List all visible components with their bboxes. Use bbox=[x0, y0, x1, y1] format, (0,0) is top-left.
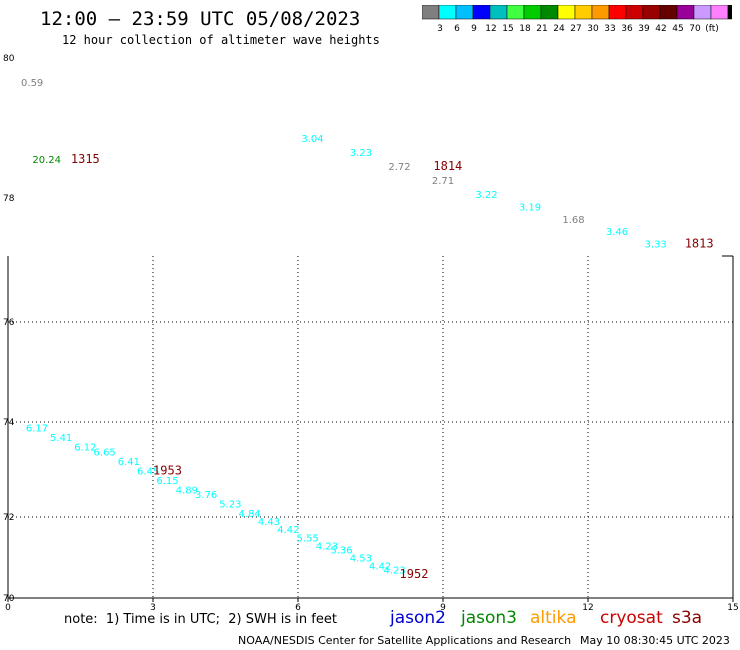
wave-height-label: 5.41 bbox=[50, 433, 72, 444]
x-tick-label: 3 bbox=[150, 603, 156, 610]
wave-height-label: 3.23 bbox=[350, 148, 372, 159]
y-tick-label: 76 bbox=[3, 318, 15, 328]
colorbar-label: 42 bbox=[655, 24, 666, 34]
wave-height-label: 4.84 bbox=[239, 509, 261, 520]
wave-height-label: 4.23 bbox=[316, 541, 338, 552]
wave-height-label: 3.33 bbox=[645, 240, 667, 251]
colorbar-label: 12 bbox=[485, 24, 496, 34]
x-tick-label: 15 bbox=[727, 603, 738, 610]
sat-label-jason3: jason3 bbox=[461, 608, 517, 628]
footer-timestamp: May 10 08:30:45 UTC 2023 bbox=[580, 634, 730, 647]
colorbar-label: 45 bbox=[672, 24, 683, 34]
wave-height-label: 6.17 bbox=[26, 424, 48, 435]
pass-time-label: 1953 bbox=[153, 463, 182, 477]
wave-height-label: 6.45 bbox=[137, 466, 159, 477]
sat-label-s3a: s3a bbox=[672, 608, 703, 628]
wave-height-label: 4.42 bbox=[277, 525, 299, 536]
wave-height-label: 5.36 bbox=[330, 545, 352, 556]
sat-label-cryosat: cryosat bbox=[600, 608, 663, 628]
colorbar-label: 18 bbox=[519, 24, 531, 34]
sat-label-altika: altika bbox=[530, 608, 577, 628]
wave-height-label: 6.65 bbox=[94, 447, 116, 458]
colorbar-label: 27 bbox=[570, 24, 581, 34]
wave-height-label: 6.41 bbox=[118, 457, 140, 468]
colorbar-label: 70 bbox=[689, 24, 701, 34]
wave-height-label: 3.19 bbox=[519, 202, 541, 213]
wave-height-label: 4.42 bbox=[369, 562, 391, 573]
x-tick-label: 6 bbox=[295, 603, 301, 610]
colorbar-label: 24 bbox=[553, 24, 565, 34]
x-tick-label: 9 bbox=[440, 603, 446, 610]
colorbar-label: 21 bbox=[536, 24, 547, 34]
wave-height-label: 6.15 bbox=[156, 476, 178, 487]
colorbar-label: 15 bbox=[502, 24, 513, 34]
y-tick-label: 70 bbox=[3, 594, 15, 604]
pass-time-label: 1814 bbox=[433, 159, 462, 173]
colorbar-label: 36 bbox=[621, 24, 633, 34]
colorbar-label: 3 bbox=[437, 24, 443, 34]
color-legend: 3 6 9 12 15 18 21 24 27 30 33 36 39 42 45 70 (ft) bbox=[422, 5, 732, 34]
colorbar-swatch bbox=[727, 5, 732, 20]
y-tick-label: 72 bbox=[3, 513, 14, 523]
wave-height-label: 1.68 bbox=[562, 215, 584, 226]
x-tick-label: 0 bbox=[5, 603, 11, 610]
wave-height-label: 3.22 bbox=[475, 190, 497, 201]
colorbar-label: 39 bbox=[638, 24, 650, 34]
wave-height-label: 5.23 bbox=[219, 500, 241, 511]
colorbar-label: 9 bbox=[471, 24, 477, 34]
pass-time-label: 1952 bbox=[400, 567, 429, 581]
wave-height-label: 3.04 bbox=[301, 134, 323, 145]
y-tick-label: 78 bbox=[3, 194, 15, 204]
wave-height-label: 4.43 bbox=[258, 517, 280, 528]
colorbar-label: 6 bbox=[454, 24, 460, 34]
wave-height-label: 3.46 bbox=[606, 227, 628, 238]
colorbar-label: (ft) bbox=[705, 24, 719, 34]
footer-source: NOAA/NESDIS Center for Satellite Applica… bbox=[238, 634, 572, 647]
wave-height-label: 0.59 bbox=[21, 78, 43, 89]
wave-height-label: 6.12 bbox=[74, 443, 96, 454]
x-tick-label: 12 bbox=[582, 603, 593, 610]
wave-height-label: 4.53 bbox=[350, 554, 372, 565]
wave-height-label: 4.23 bbox=[384, 566, 406, 577]
wave-height-label: 2.72 bbox=[388, 162, 410, 173]
note-text: note: 1) Time is in UTC; 2) SWH is in fe… bbox=[64, 612, 337, 627]
pass-time-label: 1813 bbox=[685, 237, 714, 251]
wave-height-label: 4.89 bbox=[176, 485, 198, 496]
wave-height-label: 3.76 bbox=[195, 490, 217, 501]
colorbar-label: 33 bbox=[604, 24, 615, 34]
wave-height-label: 2.71 bbox=[432, 176, 454, 187]
y-tick-label: 80 bbox=[3, 54, 15, 64]
chart-title: 12:00 — 23:59 UTC 05/08/2023 bbox=[40, 8, 361, 30]
chart-subtitle: 12 hour collection of altimeter wave hei… bbox=[62, 33, 380, 47]
pass-time-label: 1315 bbox=[71, 152, 100, 166]
wave-height-label: 20.24 bbox=[32, 155, 61, 166]
y-tick-label: 74 bbox=[3, 418, 15, 428]
wave-height-chart: 0 3 6 9 12 15 80 78 76 74 72 70 0.59 20.24 3.04 3.23 2.7… bbox=[3, 54, 739, 610]
colorbar-label: 30 bbox=[587, 24, 599, 34]
wave-height-label: 5.55 bbox=[297, 533, 319, 544]
sat-label-jason2: jason2 bbox=[390, 608, 446, 628]
